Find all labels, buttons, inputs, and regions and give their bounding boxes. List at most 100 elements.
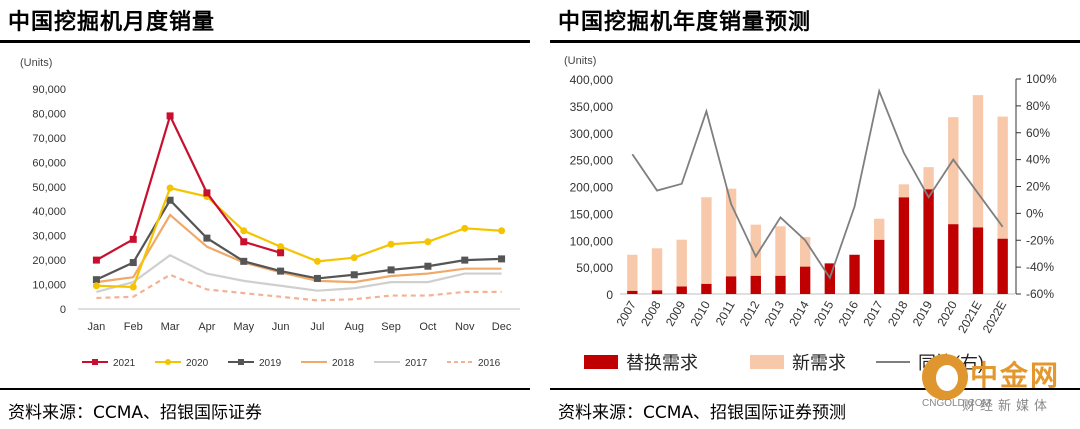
marker-2021 — [92, 256, 100, 264]
bar-new-demand — [627, 254, 638, 291]
marker-2019 — [387, 266, 395, 274]
series-line-2020 — [96, 186, 502, 289]
bar-new-demand — [898, 184, 910, 198]
monthly-sales-chart: (Units) 0 10,000 20,000 30,000 40,000 50,000 60… — [20, 57, 520, 369]
marker-2019 — [240, 257, 248, 265]
bar-new-demand — [775, 226, 786, 276]
monthly-sales-panel: 中国挖掘机月度销量 (Units) 0 10,000 20,000 30,000 40,0… — [0, 0, 530, 429]
x-tick-label: 2007 — [613, 298, 639, 328]
y-tick-label: 200,000 — [570, 181, 614, 195]
marker-2019 — [166, 196, 174, 204]
bar-new-demand — [750, 224, 761, 276]
legend-label: 替换需求 — [626, 353, 698, 373]
chart-title: 中国挖掘机年度销量预测 — [558, 10, 812, 35]
bar-new-demand — [701, 197, 712, 284]
x-tick-label: Apr — [198, 321, 215, 333]
series-line-2017 — [96, 253, 502, 293]
x-tick-label: Jan — [88, 321, 106, 333]
marker-2020 — [350, 254, 358, 262]
y2-tick-label: 0% — [1026, 206, 1044, 220]
series-line-2016 — [96, 273, 502, 302]
y-tick-label: 100,000 — [570, 234, 614, 248]
x-tick-label: 2010 — [688, 298, 714, 328]
bar-replacement-demand — [972, 227, 984, 294]
annual-sales-panel: 中国挖掘机年度销量预测 (Units) 0 50,000 100,000 150,000… — [550, 0, 1080, 429]
x-tick-label: Jun — [272, 321, 290, 333]
x-tick-label: Dec — [492, 321, 512, 333]
x-tick-label: 2016 — [836, 298, 862, 328]
marker-2021 — [166, 112, 174, 120]
marker-2020 — [277, 243, 285, 251]
bar-replacement-demand — [725, 276, 737, 294]
y-tick-label: 90,000 — [32, 84, 66, 96]
marker-2019 — [277, 267, 285, 275]
x-tick-label: 2013 — [762, 298, 788, 328]
x-tick-label: 2012 — [737, 298, 763, 328]
bar-replacement-demand — [701, 283, 712, 294]
title-rule — [0, 40, 530, 43]
legend-swatch — [584, 355, 618, 369]
bar-replacement-demand — [676, 286, 687, 294]
marker-2020 — [461, 224, 469, 232]
x-tick-label: 2021E — [955, 299, 984, 336]
x-tick-label: 2011 — [713, 298, 738, 328]
bar-replacement-demand — [874, 239, 885, 294]
legend-marker — [238, 359, 244, 365]
y-tick-label: 0 — [60, 304, 66, 316]
bar-replacement-demand — [923, 189, 934, 294]
y-tick-label: 300,000 — [570, 127, 614, 141]
cngold-logo-icon — [922, 354, 968, 400]
marker-2019 — [424, 262, 432, 270]
legend-label: 2020 — [186, 358, 209, 369]
unit-label: (Units) — [20, 57, 52, 69]
marker-2020 — [498, 227, 506, 235]
x-tick-label: Jul — [310, 321, 324, 333]
watermark-subtitle: 财经新媒体 — [962, 399, 1053, 414]
watermark-name: 中金网 — [970, 359, 1061, 392]
x-tick-label: 2008 — [638, 298, 664, 328]
y2-tick-label: 40% — [1026, 153, 1050, 167]
marker-2021 — [240, 238, 248, 246]
y2-tick-label: -60% — [1026, 287, 1054, 301]
y2-tick-label: -40% — [1026, 260, 1054, 274]
bar-replacement-demand — [627, 290, 638, 294]
legend-label: 2021 — [113, 358, 136, 369]
bar-new-demand — [923, 167, 934, 190]
y2-tick-label: -20% — [1026, 233, 1054, 247]
x-tick-label: 2017 — [860, 298, 886, 328]
y-tick-label: 350,000 — [570, 100, 614, 114]
y2-tick-label: 80% — [1026, 99, 1050, 113]
unit-label: (Units) — [564, 55, 596, 67]
bar-replacement-demand — [898, 197, 910, 294]
source-rule — [0, 388, 530, 390]
y-tick-label: 80,000 — [32, 108, 66, 120]
series-line-2021 — [95, 112, 281, 262]
y-tick-label: 50,000 — [576, 261, 613, 275]
chart-source: 资料来源：CCMA、招银国际证券 — [8, 403, 263, 423]
x-tick-label: 2014 — [786, 298, 812, 328]
x-tick-label: May — [233, 321, 254, 333]
marker-2020 — [129, 283, 137, 291]
marker-2020 — [313, 257, 321, 265]
y-tick-label: 20,000 — [32, 255, 66, 267]
x-tick-label: Aug — [344, 321, 364, 333]
marker-2021 — [203, 189, 211, 197]
bar-replacement-demand — [849, 254, 860, 294]
marker-2020 — [424, 238, 432, 246]
marker-2019 — [203, 234, 211, 242]
y-tick-label: 60,000 — [32, 157, 66, 169]
bar-replacement-demand — [775, 275, 786, 294]
marker-2019 — [313, 274, 321, 282]
x-tick-label: 2020 — [934, 298, 960, 328]
legend-label: 新需求 — [792, 353, 846, 373]
x-tick-label: 2019 — [910, 298, 936, 328]
x-tick-label: Mar — [161, 321, 180, 333]
bar-replacement-demand — [948, 224, 959, 294]
bar-new-demand — [676, 239, 687, 287]
bar-new-demand — [972, 95, 984, 228]
x-tick-label: Oct — [419, 321, 436, 333]
bar-new-demand — [725, 188, 737, 277]
y-tick-label: 250,000 — [570, 154, 614, 168]
series-line-2018 — [96, 213, 502, 284]
y-tick-label: 30,000 — [32, 231, 66, 243]
